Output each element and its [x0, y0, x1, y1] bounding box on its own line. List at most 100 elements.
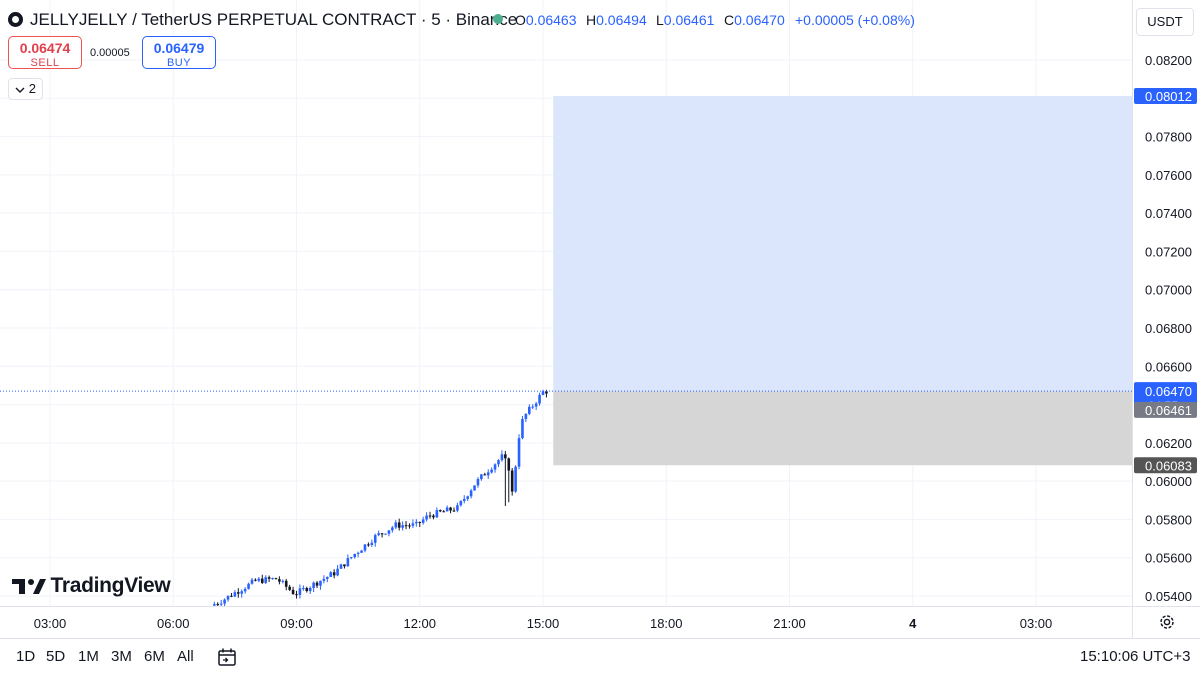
- range-6m-button[interactable]: 6M: [144, 648, 165, 665]
- candle: [260, 574, 264, 584]
- chevron-down-icon: [15, 87, 25, 93]
- candle: [284, 578, 288, 591]
- last-price-value: 0.06470: [1145, 384, 1192, 399]
- ohlc-low: L0.06461: [656, 12, 715, 28]
- sell-price: 0.06474: [19, 40, 71, 56]
- candle: [346, 554, 350, 567]
- target-price-badge-bg: [1134, 87, 1197, 104]
- candle-body: [284, 580, 288, 587]
- symbol-title[interactable]: JELLYJELLY / TetherUS PERPETUAL CONTRACT…: [30, 10, 518, 29]
- candle-body: [332, 572, 336, 576]
- candle: [213, 601, 216, 607]
- candle: [517, 434, 521, 470]
- buy-button[interactable]: 0.06479 BUY: [142, 36, 216, 69]
- candle-body: [432, 515, 435, 518]
- indicators-count: 2: [28, 81, 36, 96]
- candle-body: [531, 406, 535, 408]
- candle: [394, 520, 398, 530]
- candle-body: [476, 479, 480, 486]
- candle: [329, 571, 333, 578]
- long-position-tool[interactable]: [553, 95, 1132, 466]
- candle-body: [213, 604, 216, 606]
- candle: [377, 530, 380, 537]
- time-axis[interactable]: 03:00 06:00 09:00 12:00 15:00 18:00 21:00 4 03:0…: [0, 606, 1200, 632]
- candle: [353, 553, 357, 559]
- candle: [459, 500, 463, 507]
- candle-body: [254, 579, 257, 581]
- price-tick-label: 0.07200: [1145, 244, 1192, 259]
- candle: [415, 519, 418, 527]
- sell-button[interactable]: 0.06474 SELL: [8, 36, 82, 69]
- candle-body: [442, 511, 446, 513]
- candle-body: [339, 564, 343, 569]
- range-5d-button[interactable]: 5D: [46, 648, 66, 665]
- candle-body: [480, 474, 483, 480]
- candle: [534, 401, 538, 411]
- candle-body: [415, 521, 418, 524]
- candle-body: [483, 474, 487, 476]
- candle-body: [302, 588, 305, 590]
- candle: [445, 505, 449, 512]
- target-zone[interactable]: [553, 95, 1132, 392]
- low-price-badge[interactable]: 0.06461: [1134, 401, 1197, 418]
- calendar-icon[interactable]: [216, 646, 238, 668]
- candle: [219, 599, 223, 607]
- tradingview-logo-icon: [12, 579, 46, 594]
- candle-body: [541, 391, 545, 395]
- candle: [380, 532, 384, 538]
- candle: [278, 576, 281, 585]
- candle-body: [517, 438, 521, 467]
- price-axis[interactable]: 0.05400 0.05600 0.05800 0.06000 0.06200 0.064…: [1132, 0, 1198, 638]
- candle-body: [380, 533, 384, 535]
- time-tick-label: 09:00: [280, 616, 313, 631]
- candle: [452, 507, 456, 512]
- range-1m-button[interactable]: 1M: [78, 648, 99, 665]
- candle: [312, 581, 315, 592]
- candle-body: [507, 458, 511, 471]
- candle-body: [230, 595, 233, 597]
- sell-label: SELL: [30, 57, 60, 69]
- range-1d-button[interactable]: 1D: [16, 648, 36, 665]
- candle-body: [226, 595, 230, 600]
- price-tick-label: 0.06200: [1145, 436, 1192, 451]
- buy-price: 0.06479: [153, 40, 205, 56]
- candle: [230, 592, 233, 598]
- candle-body: [452, 510, 456, 512]
- range-3m-button[interactable]: 3M: [111, 648, 132, 665]
- candle-body: [514, 466, 517, 492]
- candle-body: [336, 568, 339, 576]
- candle-body: [377, 533, 380, 536]
- candle: [281, 579, 285, 584]
- candle-body: [271, 578, 274, 580]
- candle-body: [435, 510, 439, 518]
- candle-body: [456, 505, 459, 511]
- time-tick-label: 4: [909, 616, 917, 631]
- clock-timezone[interactable]: 15:10:06 UTC+3: [1080, 648, 1191, 665]
- candle: [295, 590, 298, 599]
- candle-body: [305, 588, 309, 592]
- candle-body: [326, 576, 329, 579]
- target-price-badge[interactable]: 0.08012: [1134, 87, 1197, 104]
- indicators-toggle[interactable]: 2: [8, 78, 43, 100]
- candle-body: [250, 579, 254, 584]
- stop-price-badge[interactable]: 0.06083: [1134, 457, 1197, 474]
- candle: [486, 469, 490, 479]
- candle: [384, 533, 387, 535]
- time-tick-label: 18:00: [650, 616, 683, 631]
- candle: [500, 450, 504, 462]
- currency-selector[interactable]: USDT: [1136, 8, 1194, 36]
- candle-body: [462, 498, 466, 501]
- candle: [267, 575, 271, 582]
- stop-zone[interactable]: [553, 391, 1132, 466]
- candle: [387, 530, 391, 537]
- gear-icon[interactable]: [1158, 613, 1176, 631]
- price-tick-label: 0.05400: [1145, 589, 1192, 604]
- spread-value: 0.00005: [90, 47, 130, 59]
- range-all-button[interactable]: All: [177, 648, 194, 665]
- price-tick-label: 0.07000: [1145, 283, 1192, 298]
- candle-body: [353, 553, 357, 558]
- candle: [404, 521, 408, 530]
- candle-body: [425, 515, 428, 520]
- time-tick-label: 06:00: [157, 616, 190, 631]
